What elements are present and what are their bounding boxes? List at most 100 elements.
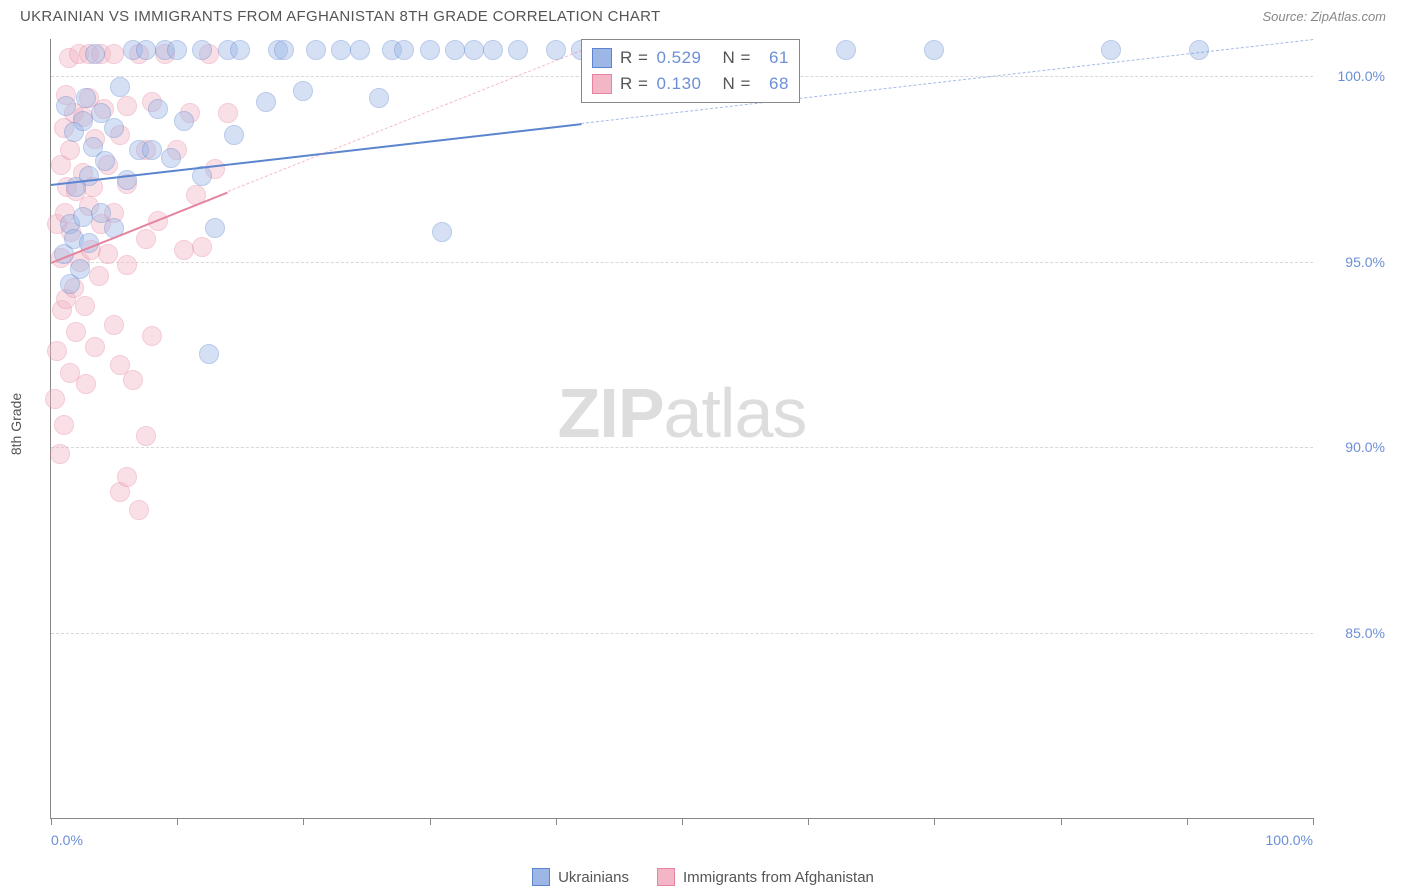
r-value: 0.529 bbox=[656, 48, 714, 68]
scatter-point bbox=[432, 222, 452, 242]
scatter-point bbox=[1189, 40, 1209, 60]
scatter-point bbox=[89, 266, 109, 286]
scatter-point bbox=[104, 118, 124, 138]
watermark-bold: ZIP bbox=[558, 374, 664, 452]
scatter-point bbox=[117, 96, 137, 116]
legend-label: Ukrainians bbox=[558, 869, 629, 886]
scatter-point bbox=[218, 103, 238, 123]
n-label: N = bbox=[722, 48, 750, 68]
scatter-point bbox=[445, 40, 465, 60]
scatter-point bbox=[117, 467, 137, 487]
scatter-point bbox=[148, 99, 168, 119]
n-label: N = bbox=[722, 74, 750, 94]
scatter-point bbox=[104, 44, 124, 64]
plot-area: ZIPatlas 85.0%90.0%95.0%100.0%0.0%100.0%… bbox=[50, 39, 1313, 819]
scatter-point bbox=[95, 151, 115, 171]
scatter-point bbox=[1101, 40, 1121, 60]
scatter-point bbox=[224, 125, 244, 145]
r-label: R = bbox=[620, 74, 648, 94]
scatter-point bbox=[47, 341, 67, 361]
plot-wrap: 8th Grade ZIPatlas 85.0%90.0%95.0%100.0%… bbox=[50, 29, 1388, 819]
scatter-point bbox=[117, 255, 137, 275]
x-tick bbox=[51, 818, 52, 825]
scatter-point bbox=[129, 500, 149, 520]
watermark-light: atlas bbox=[664, 374, 807, 452]
x-tick bbox=[808, 818, 809, 825]
scatter-point bbox=[394, 40, 414, 60]
scatter-point bbox=[136, 229, 156, 249]
watermark: ZIPatlas bbox=[558, 373, 807, 453]
x-tick-label: 0.0% bbox=[51, 832, 83, 848]
scatter-point bbox=[174, 111, 194, 131]
r-value: 0.130 bbox=[656, 74, 714, 94]
legend-item: Immigrants from Afghanistan bbox=[657, 868, 874, 886]
gridline bbox=[51, 633, 1313, 634]
legend-item: Ukrainians bbox=[532, 868, 629, 886]
legend-swatch bbox=[592, 74, 612, 94]
scatter-point bbox=[174, 240, 194, 260]
scatter-point bbox=[142, 326, 162, 346]
trend-line bbox=[227, 50, 581, 192]
x-tick-label: 100.0% bbox=[1266, 832, 1313, 848]
stats-row: R = 0.529 N = 61 bbox=[592, 45, 789, 71]
scatter-point bbox=[331, 40, 351, 60]
scatter-point bbox=[924, 40, 944, 60]
scatter-point bbox=[350, 40, 370, 60]
scatter-point bbox=[104, 315, 124, 335]
x-tick bbox=[1313, 818, 1314, 825]
scatter-point bbox=[274, 40, 294, 60]
scatter-point bbox=[56, 96, 76, 116]
scatter-point bbox=[54, 415, 74, 435]
y-tick-label: 95.0% bbox=[1345, 254, 1385, 270]
scatter-point bbox=[73, 111, 93, 131]
gridline bbox=[51, 262, 1313, 263]
title-row: UKRAINIAN VS IMMIGRANTS FROM AFGHANISTAN… bbox=[0, 0, 1406, 29]
scatter-point bbox=[70, 259, 90, 279]
scatter-point bbox=[420, 40, 440, 60]
x-tick bbox=[682, 818, 683, 825]
n-value: 61 bbox=[759, 48, 789, 68]
r-label: R = bbox=[620, 48, 648, 68]
x-tick bbox=[934, 818, 935, 825]
legend-label: Immigrants from Afghanistan bbox=[683, 869, 874, 886]
scatter-point bbox=[256, 92, 276, 112]
source-label: Source: ZipAtlas.com bbox=[1262, 9, 1386, 24]
scatter-point bbox=[142, 140, 162, 160]
scatter-point bbox=[230, 40, 250, 60]
gridline bbox=[51, 447, 1313, 448]
scatter-point bbox=[117, 170, 137, 190]
y-axis-label: 8th Grade bbox=[8, 393, 24, 455]
scatter-point bbox=[192, 40, 212, 60]
scatter-point bbox=[167, 40, 187, 60]
scatter-point bbox=[136, 426, 156, 446]
x-tick bbox=[430, 818, 431, 825]
scatter-point bbox=[79, 166, 99, 186]
stats-row: R = 0.130 N = 68 bbox=[592, 71, 789, 97]
y-tick-label: 90.0% bbox=[1345, 439, 1385, 455]
scatter-point bbox=[50, 444, 70, 464]
x-tick bbox=[177, 818, 178, 825]
n-value: 68 bbox=[759, 74, 789, 94]
x-tick bbox=[1061, 818, 1062, 825]
x-tick bbox=[303, 818, 304, 825]
legend-swatch bbox=[532, 868, 550, 886]
scatter-point bbox=[293, 81, 313, 101]
scatter-point bbox=[76, 374, 96, 394]
scatter-point bbox=[369, 88, 389, 108]
scatter-point bbox=[66, 322, 86, 342]
scatter-point bbox=[75, 296, 95, 316]
scatter-point bbox=[136, 40, 156, 60]
scatter-point bbox=[199, 344, 219, 364]
bottom-legend: Ukrainians Immigrants from Afghanistan bbox=[0, 868, 1406, 886]
x-tick bbox=[556, 818, 557, 825]
scatter-point bbox=[192, 237, 212, 257]
stats-box: R = 0.529 N = 61 R = 0.130 N = 68 bbox=[581, 39, 800, 103]
y-tick-label: 85.0% bbox=[1345, 625, 1385, 641]
scatter-point bbox=[45, 389, 65, 409]
scatter-point bbox=[205, 218, 225, 238]
scatter-point bbox=[161, 148, 181, 168]
legend-swatch bbox=[657, 868, 675, 886]
scatter-point bbox=[483, 40, 503, 60]
chart-title: UKRAINIAN VS IMMIGRANTS FROM AFGHANISTAN… bbox=[20, 8, 660, 25]
x-tick bbox=[1187, 818, 1188, 825]
